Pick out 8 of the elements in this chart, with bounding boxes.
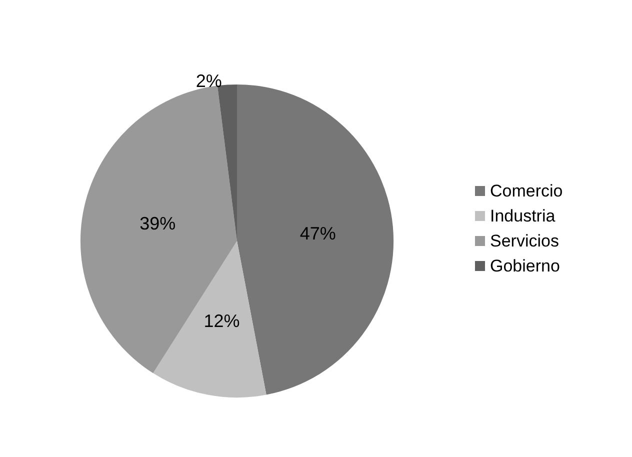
data-label: 12% bbox=[204, 310, 240, 331]
legend-label: Servicios bbox=[490, 232, 559, 250]
data-label: 39% bbox=[140, 213, 176, 234]
data-label: 2% bbox=[196, 70, 222, 91]
legend-label: Gobierno bbox=[490, 256, 560, 276]
legend-label: Industria bbox=[490, 206, 556, 226]
legend-label: Comercio bbox=[490, 182, 563, 200]
data-label: 47% bbox=[300, 223, 336, 244]
